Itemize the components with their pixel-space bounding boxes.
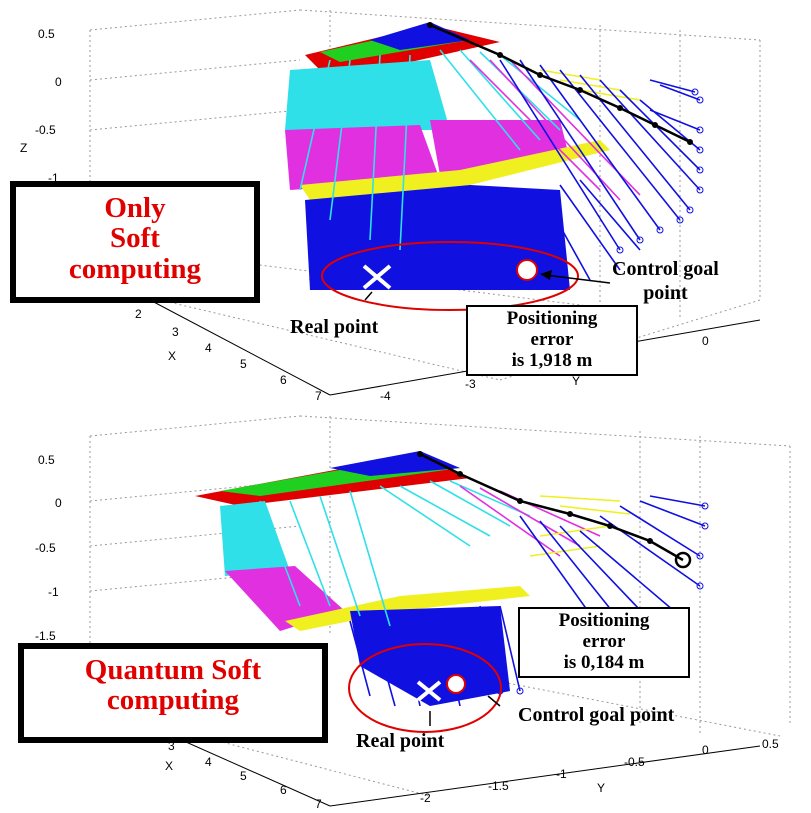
top-y-ticks: -4 -3 0 — [380, 334, 709, 403]
bottom-y-axis-label: Y — [597, 781, 605, 795]
bottom-y-tick: -0.5 — [624, 755, 645, 769]
top-title-line: Soft — [110, 222, 160, 255]
bottom-real-point-label: Real point — [356, 730, 445, 752]
top-error-line: error — [530, 328, 574, 350]
bottom-x-tick: 3 — [168, 739, 175, 753]
top-error-line: is 1,918 m — [511, 349, 593, 371]
bottom-band-cyan — [220, 501, 290, 576]
bottom-y-tick: -1 — [556, 767, 567, 781]
bottom-tool-end-ring — [674, 551, 692, 569]
bottom-title-box: Quantum Soft computing — [18, 643, 328, 743]
top-real-arrow — [364, 291, 373, 301]
top-goal-point-marker — [516, 259, 538, 281]
bottom-y-tick: -1.5 — [488, 779, 509, 793]
top-x-tick: 2 — [135, 307, 142, 321]
top-band-blue-top — [370, 22, 470, 50]
top-x-tick: 7 — [315, 389, 322, 403]
top-axes — [149, 299, 761, 396]
top-x-tick: 3 — [172, 325, 179, 339]
top-band-cyan — [285, 60, 450, 130]
bottom-error-ellipse — [348, 643, 502, 733]
bottom-y-tick: -2 — [420, 791, 431, 805]
bottom-z-ticks: 0.5 0 -0.5 -1 -1.5 — [35, 453, 62, 643]
bottom-band-yellow — [285, 586, 530, 631]
top-goal-arrowhead — [540, 270, 552, 280]
bottom-error-line: Positioning — [558, 610, 650, 631]
bottom-x-tick: 5 — [240, 769, 247, 783]
top-goal-label: Control goal point — [612, 257, 719, 305]
top-error-ellipse — [321, 241, 579, 311]
bottom-z-tick: -0.5 — [35, 541, 56, 555]
bottom-x-tick: 6 — [280, 783, 287, 797]
top-x-ticks: 2 3 4 5 6 7 — [135, 307, 322, 403]
bottom-real-point-marker — [416, 680, 442, 702]
bottom-goal-arrow — [487, 695, 501, 707]
top-links — [299, 49, 701, 291]
top-error-box: Positioning error is 1,918 m — [466, 305, 638, 376]
top-panel: 0.5 0 -0.5 -1 Z 2 3 4 5 6 7 X -4 -3 0 Y … — [0, 0, 811, 406]
bottom-robot — [195, 451, 530, 706]
bottom-z-tick: 0.5 — [38, 453, 55, 467]
top-z-tick: -1 — [48, 171, 59, 185]
top-real-point-marker — [362, 264, 392, 290]
bottom-x-tick: 7 — [315, 797, 322, 811]
bottom-goal-label: Control goal point — [518, 704, 675, 726]
bottom-z-tick: -1.5 — [35, 629, 56, 643]
top-tool-dots — [427, 22, 693, 145]
top-y-tick: 0 — [702, 334, 709, 348]
top-band-magenta-left — [285, 125, 440, 190]
bottom-x-axis-label: X — [165, 759, 173, 773]
top-endpoints — [616, 88, 704, 254]
top-y-tick: -3 — [465, 377, 476, 391]
top-x-axis-label: X — [168, 349, 176, 363]
top-x-tick: 6 — [280, 373, 287, 387]
top-title-line: computing — [68, 252, 202, 285]
bottom-tool-path — [419, 452, 684, 562]
bottom-title-line: Quantum Soft — [84, 654, 262, 686]
top-plot: 0.5 0 -0.5 -1 Z 2 3 4 5 6 7 X -4 -3 0 Y — [20, 9, 761, 403]
top-goal-arrow — [544, 274, 611, 284]
top-title-line: Only — [104, 192, 166, 224]
bottom-error-box: Positioning error is 0,184 m — [518, 607, 690, 678]
top-z-tick: -0.5 — [35, 123, 56, 137]
bottom-error-line: is 0,184 m — [563, 651, 645, 673]
bottom-error-line: error — [582, 630, 626, 652]
top-y-tick: -4 — [380, 389, 391, 403]
bottom-x-ticks: 3 4 5 6 7 — [168, 739, 322, 811]
bottom-links — [259, 480, 706, 707]
top-y-axis-label: Y — [572, 374, 580, 388]
top-z-tick: 0.5 — [38, 27, 55, 41]
bottom-z-tick: 0 — [55, 496, 62, 510]
bottom-tool-dots — [417, 451, 653, 544]
top-real-point-label: Real point — [290, 316, 379, 338]
bottom-y-ticks: -2 -1.5 -1 -0.5 0 0.5 — [420, 737, 779, 805]
top-goal-label-line: point — [643, 282, 688, 304]
top-goal-label-line: Control goal — [612, 258, 719, 280]
top-x-tick: 4 — [205, 341, 212, 355]
top-band-yellow — [300, 140, 610, 200]
top-error-line: Positioning — [506, 308, 598, 329]
bottom-panel: 0.5 0 -0.5 -1 -1.5 3 4 5 6 7 X -2 -1.5 -… — [0, 406, 811, 813]
bottom-goal-point-marker — [446, 674, 466, 694]
top-x-tick: 5 — [240, 357, 247, 371]
bottom-y-tick: 0 — [702, 743, 709, 757]
top-title-box: Only Soft computing — [10, 181, 260, 303]
bottom-title-line: computing — [106, 684, 240, 717]
bottom-z-tick: -1 — [48, 585, 59, 599]
top-z-tick: 0 — [55, 75, 62, 89]
top-z-ticks: 0.5 0 -0.5 -1 — [35, 27, 62, 185]
bottom-plot: 0.5 0 -0.5 -1 -1.5 3 4 5 6 7 X -2 -1.5 -… — [35, 415, 791, 811]
bottom-y-tick: 0.5 — [762, 737, 779, 751]
bottom-x-tick: 4 — [205, 755, 212, 769]
top-z-axis-label: Z — [20, 141, 27, 155]
bottom-band-blue-main — [350, 606, 510, 706]
